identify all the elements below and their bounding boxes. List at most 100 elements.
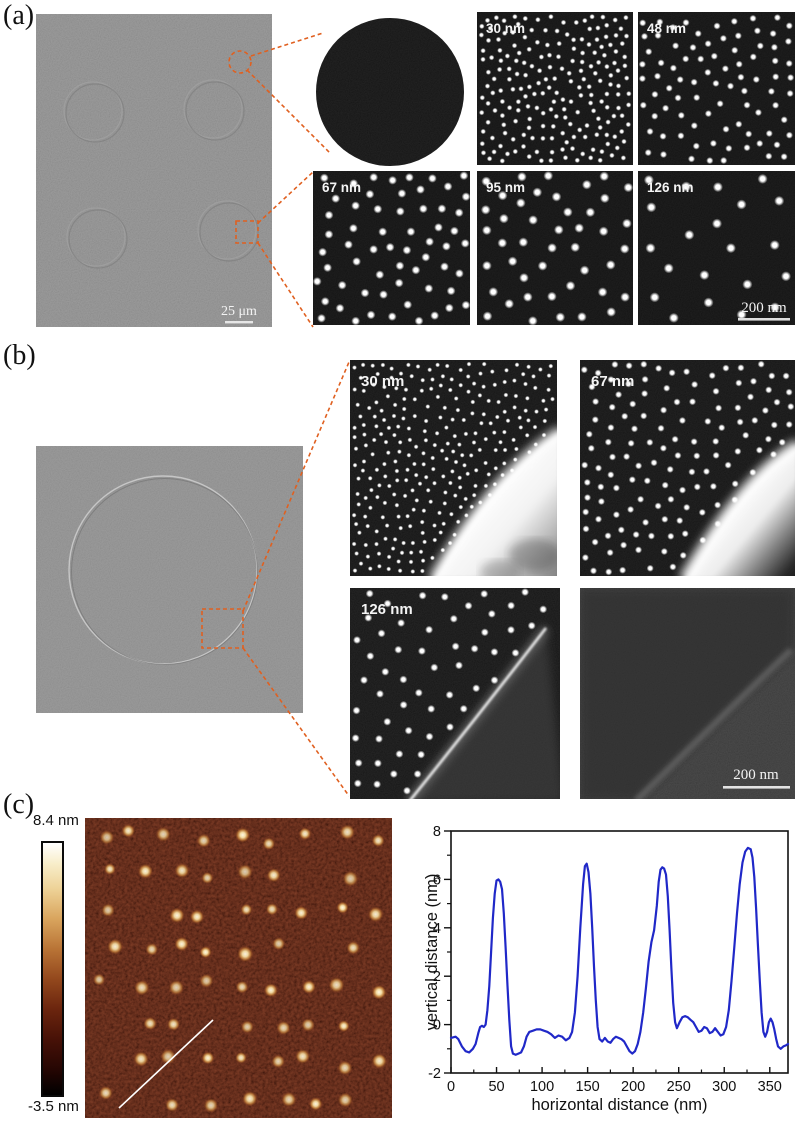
nanoparticle-dot [681,181,692,192]
nanoparticle-dot [375,734,383,743]
nanoparticle-dot [353,521,359,527]
nanoparticle-dot [422,539,428,545]
afm-particle-dot [272,937,286,951]
nanoparticle-dot [386,566,392,572]
nanoparticle-dot [627,505,635,514]
nanoparticle-dot [449,226,459,236]
nanoparticle-dot [673,398,681,406]
nanoparticle-dot [429,555,435,561]
nanoparticle-dot [374,528,380,534]
nanoparticle-dot [708,372,716,380]
nanoparticle-dot [659,444,667,452]
nanoparticle-dot [547,64,553,70]
nanoparticle-dot [493,465,499,471]
inset-a-126nm: 126 nm 200 nm [638,171,795,325]
nanoparticle-dot [566,70,572,77]
nanoparticle-dot [604,63,610,70]
nanoparticle-dot [488,420,494,426]
nanoparticle-dot [373,759,382,768]
nanoparticle-dot [358,561,364,567]
nanoparticle-dot [440,373,446,379]
nanoparticle-dot [772,101,780,109]
nanoparticle-dot [501,17,507,24]
nanoparticle-dot [526,153,532,160]
nanoparticle-dot [480,56,486,63]
nanoparticle-dot [319,173,329,183]
nanoparticle-dot [492,382,498,388]
nanoparticle-dot [360,676,368,685]
nanoparticle-dot [604,438,612,446]
nanoparticle-dot [623,182,633,193]
nanoparticle-dot [387,312,397,322]
nanoparticle-dot [490,648,499,656]
nanoparticle-dot [540,110,546,116]
nanoparticle-dot [505,418,511,424]
nanoparticle-dot [454,208,464,218]
nanoparticle-dot [581,76,587,82]
nanoparticle-dot [522,34,528,40]
nanoparticle-dot [515,98,522,105]
nanoparticle-dot [561,106,567,113]
nanoparticle-dot [749,468,757,476]
nanoparticle-dot [622,63,628,69]
nanoparticle-dot [574,109,581,115]
nanoparticle-dot [565,280,576,291]
nanoparticle-dot [764,435,772,443]
nanoparticle-dot [589,567,598,575]
nanoparticle-dot [420,377,426,383]
nanoparticle-dot [481,225,492,236]
nanoparticle-dot [352,425,358,431]
nanoparticle-dot [448,511,454,517]
nanoparticle-dot [577,312,587,322]
nanoparticle-dot [562,154,569,161]
nanoparticle-dot [550,396,555,402]
nanoparticle-dot [597,157,603,164]
nanoparticle-dot [534,149,540,155]
colorbar-max-label: 8.4 nm [33,812,79,829]
nanoparticle-dot [497,190,508,201]
nanoparticle-dot [351,734,360,743]
afm-particle-dot [262,837,276,851]
nanoparticle-dot [410,569,416,574]
inset-size-label: 126 nm [647,180,694,195]
nanoparticle-dot [394,468,400,474]
afm-colorbar [41,841,64,1097]
nanoparticle-dot [785,59,793,68]
nanoparticle-dot [667,495,675,503]
nanoparticle-dot [725,243,736,254]
nanoparticle-dot [370,363,376,369]
nanoparticle-dot [385,242,395,252]
nanoparticle-dot [430,466,436,472]
nanoparticle-dot [570,37,577,43]
nanoparticle-dot [677,111,685,119]
nanoparticle-dot [526,116,533,122]
x-tick-label: 250 [667,1079,691,1095]
nanoparticle-dot [425,487,431,493]
nanoparticle-dot [460,238,470,248]
nanoparticle-dot [428,386,434,392]
nanoparticle-dot [638,60,646,68]
inset-size-label: 126 nm [361,601,413,618]
nanoparticle-dot [612,511,620,519]
nanoparticle-dot [520,143,527,150]
nanoparticle-dot [622,218,632,229]
inset-a-48nm: 48 nm [638,12,795,165]
bright-edge-region [686,446,795,576]
nanoparticle-dot [394,502,400,508]
nanoparticle-dot [527,316,538,325]
afm-particle-dot [145,942,159,956]
nanoparticle-dot [559,146,566,153]
nanoparticle-dot [382,473,388,479]
nanoparticle-dot [430,455,436,461]
nanoparticle-dot [693,483,701,491]
nanoparticle-dot [364,613,373,622]
nanoparticle-dot [620,541,628,549]
nanoparticle-dot [704,40,712,48]
nanoparticle-dot [478,371,483,377]
nanoparticle-dot [639,101,647,109]
nanoparticle-dot [516,50,522,56]
nanoparticle-dot [626,90,632,97]
nanoparticle-dot [473,430,478,436]
nanoparticle-dot [629,400,637,408]
